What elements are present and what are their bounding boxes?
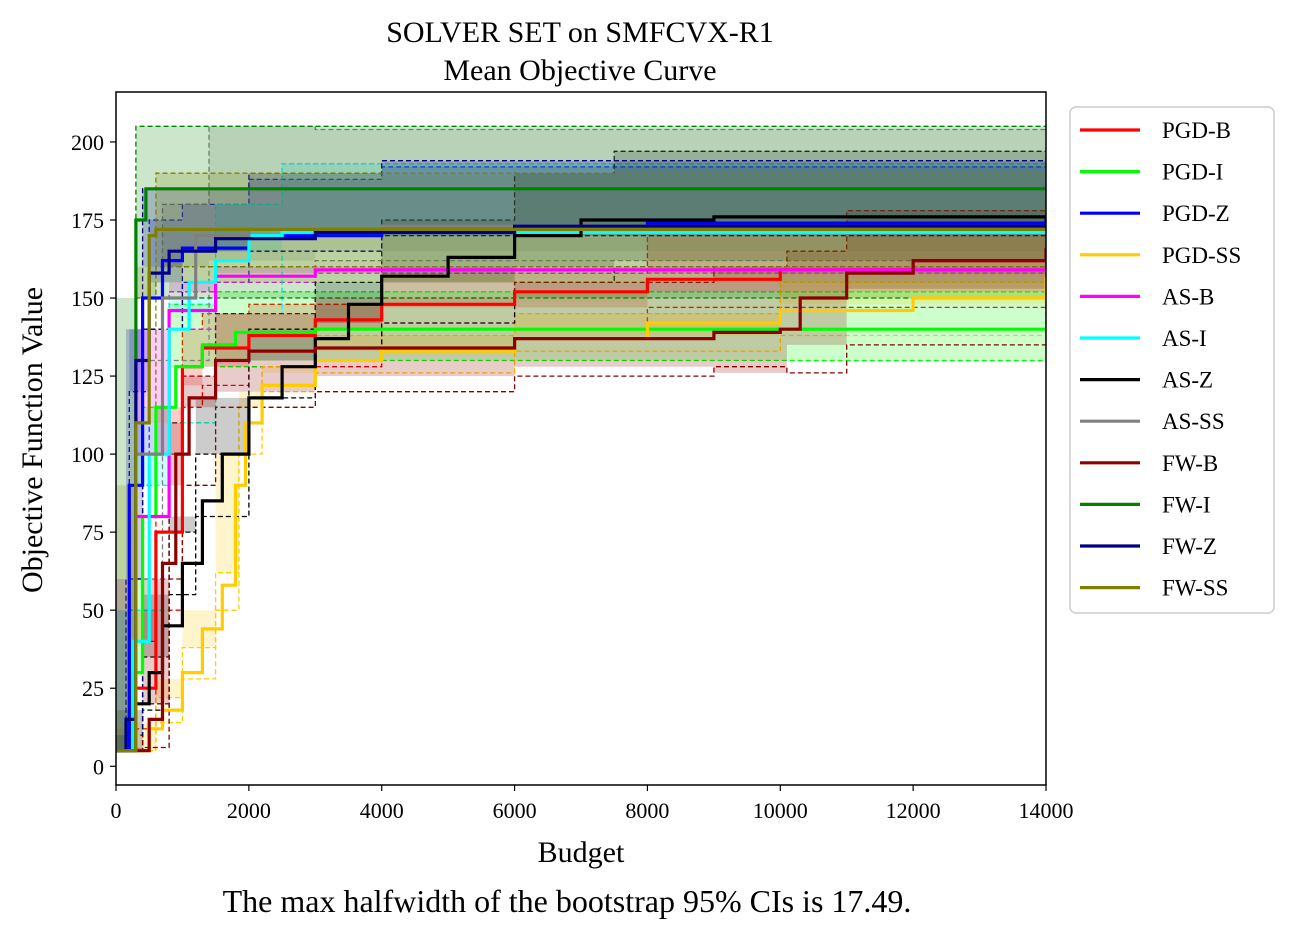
y-axis-label: Objective Function Value [16,287,49,593]
mean-line-pgd-ss [116,276,1046,753]
ci-band-as-z [116,148,1046,751]
ci-lower-as-ss [116,251,1046,752]
legend-label-as-b: AS-B [1162,284,1214,309]
legend-label-fw-z: FW-Z [1162,534,1217,559]
legend: PGD-B PGD-I PGD-Z PGD-SS AS-B AS-I AS-Z AS-SS FW… [1069,106,1275,614]
legend-label-as-z: AS-Z [1162,368,1213,393]
mean-line-fw-ss [116,227,1046,753]
y-tick-label: 0 [93,754,104,779]
legend-label-fw-b: FW-B [1162,451,1218,476]
y-tick-label: 100 [71,442,104,467]
x-tick-label: 12000 [886,798,941,823]
y-tick-label: 200 [71,130,104,155]
ci-upper-fw-b [116,198,1046,752]
ci-band-pgd-b [116,201,1046,751]
ci-band-pgd-ss [116,241,1046,751]
x-axis-ticks: 0 2000 4000 6000 8000 10000 12000 14000 [111,785,1074,823]
legend-label-as-i: AS-I [1162,326,1207,351]
y-axis-ticks: 0 25 50 75 100 125 150 175 200 [71,130,116,779]
x-tick-label: 10000 [753,798,808,823]
mean-line-as-i [116,229,1046,753]
y-tick-label: 150 [71,286,104,311]
legend-label-pgd-ss: PGD-SS [1162,243,1241,268]
legend-label-fw-ss: FW-SS [1162,576,1228,601]
legend-label-pgd-b: PGD-B [1162,118,1231,143]
ci-lower-pgd-i [116,359,1046,752]
ci-band-fw-z [116,154,1046,751]
ci-lower-fw-b [116,288,1046,752]
x-tick-label: 14000 [1019,798,1074,823]
caption: The max halfwidth of the bootstrap 95% C… [223,883,912,919]
mean-curves [116,187,1046,753]
ci-band-fw-ss [116,173,1046,751]
legend-frame [1069,106,1275,614]
y-tick-label: 25 [82,676,104,701]
y-tick-label: 125 [71,364,104,389]
y-tick-label: 75 [82,520,104,545]
legend-label-as-ss: AS-SS [1162,409,1225,434]
x-axis-label: Budget [538,836,625,869]
chart-subtitle: Mean Objective Curve [443,54,716,87]
y-tick-label: 175 [71,208,104,233]
ci-band-pgd-z [116,154,1046,751]
plot-frame [115,91,1047,786]
x-tick-label: 0 [111,798,122,823]
chart-title: SOLVER SET on SMFCVX-R1 [386,16,774,49]
x-tick-label: 6000 [493,798,537,823]
ci-upper-as-ss [116,125,1046,752]
x-tick-label: 8000 [625,798,669,823]
mean-line-pgd-i [116,327,1046,753]
y-tick-label: 50 [82,598,104,623]
ci-band-fw-i [116,126,1046,751]
x-tick-label: 2000 [227,798,271,823]
ci-lower-pgd-ss [116,304,1046,752]
ci-upper-pgd-b [116,201,1046,752]
mean-line-fw-b [116,248,1046,753]
legend-label-fw-i: FW-I [1162,492,1211,517]
ci-upper-fw-z [116,154,1046,752]
legend-label-pgd-i: PGD-I [1162,160,1223,185]
x-tick-label: 4000 [360,798,404,823]
legend-label-pgd-z: PGD-Z [1162,201,1230,226]
